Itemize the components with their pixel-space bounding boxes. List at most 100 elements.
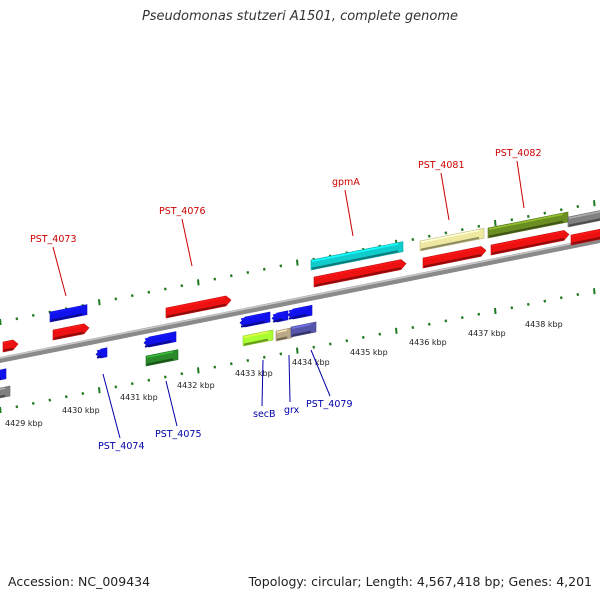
reverse-gene-label: PST_4075	[155, 429, 202, 440]
inner-minor-tick	[526, 302, 530, 306]
outer-minor-tick	[130, 294, 134, 298]
forward-leader-line	[52, 246, 67, 297]
feature-red-6	[490, 230, 570, 256]
outer-minor-tick	[427, 234, 431, 238]
scale-labels: 4429 kbp 4430 kbp 4431 kbp 4432 kbp 4433 kbp…	[5, 320, 563, 428]
feature-blue-edge	[0, 368, 7, 381]
inner-minor-tick	[576, 292, 580, 297]
outer-major-tick	[494, 219, 497, 227]
reverse-gene-label: PST_4079	[306, 399, 353, 410]
outer-minor-tick	[229, 274, 233, 278]
feature-track	[0, 210, 600, 399]
outer-minor-tick	[147, 290, 151, 294]
feature-olive	[487, 211, 569, 239]
inner-major-tick	[395, 327, 398, 334]
inner-minor-tick	[279, 352, 283, 356]
accession-text: Accession: NC_009434	[8, 574, 151, 589]
inner-minor-tick	[543, 299, 547, 303]
feature-lime	[242, 329, 274, 347]
feature-red-5	[422, 246, 487, 269]
inner-minor-tick	[378, 332, 382, 336]
scale-label: 4430 kbp	[62, 406, 100, 415]
inner-minor-tick	[328, 342, 332, 346]
inner-minor-tick	[444, 319, 448, 323]
forward-leader-line	[344, 189, 354, 237]
forward-gene-label: PST_4076	[159, 206, 206, 217]
inner-minor-tick	[427, 322, 431, 326]
inner-minor-tick	[31, 401, 35, 405]
scale-label: 4434 kbp	[292, 358, 330, 367]
inner-tick-ring	[0, 288, 596, 414]
reverse-gene-label: secB	[253, 409, 276, 420]
reverse-leader-line	[102, 373, 121, 439]
feature-blue-2	[239, 311, 271, 328]
inner-major-tick	[0, 406, 2, 414]
forward-gene-label: PST_4081	[418, 160, 465, 171]
scale-label: 4433 kbp	[235, 369, 273, 378]
backbone-highlight	[0, 237, 600, 359]
scale-label: 4432 kbp	[177, 381, 215, 390]
outer-minor-tick	[559, 208, 563, 212]
reverse-gene-label: grx	[284, 405, 300, 416]
feature-tan	[275, 327, 293, 342]
inner-minor-tick	[361, 335, 365, 339]
feature-red-7	[570, 228, 600, 246]
outer-minor-tick	[576, 204, 580, 209]
outer-minor-tick	[411, 237, 415, 242]
inner-minor-tick	[180, 372, 184, 376]
forward-leader-line	[181, 218, 193, 267]
feature-khaki	[419, 227, 485, 252]
outer-minor-tick	[114, 297, 118, 301]
inner-minor-tick	[477, 312, 481, 316]
feature-cyan	[310, 241, 404, 271]
topology-text: Topology: circular; Length: 4,567,418 bp…	[248, 574, 592, 589]
feature-labels: PST_4073 PST_4076 gpmA PST_4081 PST_4082 PST_…	[30, 148, 542, 452]
inner-major-tick	[197, 367, 200, 374]
feature-blue-4	[287, 304, 313, 320]
scale-label: 4435 kbp	[350, 348, 388, 357]
outer-minor-tick	[31, 313, 35, 317]
outer-minor-tick	[477, 224, 481, 228]
reverse-leader-line	[165, 380, 178, 427]
inner-major-tick	[494, 307, 497, 315]
inner-minor-tick	[229, 362, 233, 366]
reverse-gene-label: PST_4074	[98, 441, 145, 452]
scale-label: 4437 kbp	[468, 329, 506, 338]
inner-minor-tick	[559, 296, 563, 300]
outer-minor-tick	[279, 264, 283, 268]
inner-minor-tick	[345, 339, 349, 343]
feature-red-edge	[2, 339, 19, 353]
forward-gene-label: PST_4073	[30, 234, 77, 245]
outer-minor-tick	[510, 218, 514, 222]
inner-minor-tick	[411, 325, 415, 330]
inner-major-tick	[593, 288, 596, 295]
feature-grey-edge	[0, 385, 11, 399]
label-leaders	[52, 160, 525, 439]
outer-minor-tick	[15, 317, 19, 321]
inner-minor-tick	[262, 355, 266, 359]
outer-major-tick	[98, 299, 101, 306]
inner-minor-tick	[147, 378, 151, 382]
scale-label: 4436 kbp	[409, 338, 447, 347]
feature-red-3	[165, 295, 232, 319]
feature-red-2	[52, 323, 90, 341]
feature-blue-small	[95, 347, 108, 359]
outer-minor-tick	[163, 287, 167, 291]
outer-minor-tick	[444, 231, 448, 235]
outer-minor-tick	[262, 267, 266, 271]
outer-minor-tick	[213, 277, 217, 281]
feature-slate	[290, 321, 317, 338]
outer-major-tick	[296, 259, 299, 266]
feature-blue-3	[271, 310, 289, 323]
reverse-leader-line	[310, 349, 331, 397]
inner-major-tick	[98, 387, 101, 394]
inner-minor-tick	[15, 405, 19, 409]
genome-backbone	[0, 236, 600, 364]
inner-minor-tick	[312, 345, 316, 349]
outer-minor-tick	[460, 228, 464, 232]
outer-major-tick	[197, 279, 200, 286]
inner-minor-tick	[81, 391, 85, 396]
inner-minor-tick	[213, 365, 217, 369]
inner-minor-tick	[64, 395, 68, 399]
feature-blue-1	[143, 331, 177, 348]
